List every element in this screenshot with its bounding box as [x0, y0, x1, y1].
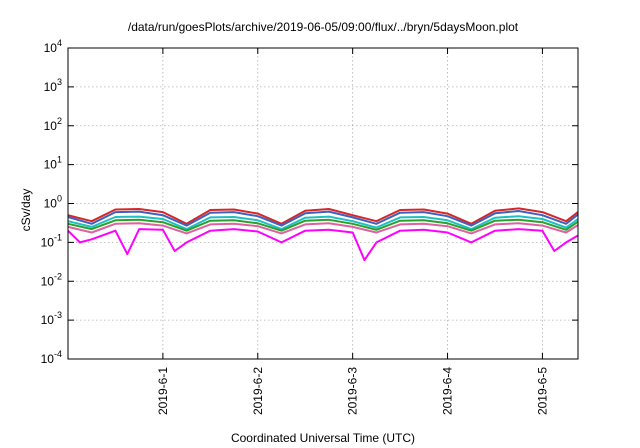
y-tick-base: 10 [41, 235, 55, 249]
grid [68, 48, 578, 359]
y-tick-exponent: -3 [54, 310, 62, 320]
series-line-4 [67, 218, 579, 232]
y-tick-base: 10 [44, 158, 58, 172]
y-tick-exponent: -2 [54, 271, 62, 281]
y-tick-base: 10 [44, 41, 58, 55]
y-tick-exponent: 1 [57, 155, 62, 165]
y-tick-label: 104 [44, 38, 62, 55]
x-tick-label: 2019-6-1 [156, 367, 170, 415]
y-tick-label: 10-1 [41, 232, 62, 249]
y-tick-label: 101 [44, 155, 62, 172]
y-tick-base: 10 [41, 352, 55, 366]
y-tick-base: 10 [44, 80, 58, 94]
series-line-6 [67, 228, 579, 262]
y-axis-label: cSv/day [19, 189, 33, 232]
x-axis-label: Coordinated Universal Time (UTC) [231, 431, 415, 445]
series-line-5 [67, 222, 579, 235]
x-tick-label: 2019-6-5 [535, 367, 549, 415]
y-tick-exponent: -1 [54, 232, 62, 242]
y-tick-base: 10 [41, 274, 55, 288]
y-tick-label: 103 [44, 77, 62, 94]
y-tick-base: 10 [44, 197, 58, 211]
plot-frame [67, 47, 579, 360]
y-tick-exponent: 2 [57, 116, 62, 126]
x-tick-label: 2019-6-3 [346, 367, 360, 415]
y-tick-exponent: 4 [57, 38, 62, 48]
y-tick-base: 10 [41, 313, 55, 327]
x-tick-label: 2019-6-4 [441, 367, 455, 415]
y-tick-label: 10-3 [41, 310, 62, 327]
y-tick-base: 10 [44, 119, 58, 133]
y-tick-exponent: 3 [57, 77, 62, 87]
y-tick-label: 102 [44, 116, 62, 133]
chart-title: /data/run/goesPlots/archive/2019-06-05/0… [128, 20, 519, 34]
y-tick-label: 10-2 [41, 271, 62, 288]
x-tick-label: 2019-6-2 [251, 367, 265, 415]
series-line-3 [67, 215, 579, 231]
y-tick-exponent: 0 [57, 194, 62, 204]
series-line-1 [67, 207, 579, 225]
series-layer [67, 207, 579, 262]
y-tick-label: 100 [44, 194, 62, 211]
y-tick-label: 10-4 [41, 349, 62, 366]
y-tick-exponent: -4 [54, 349, 62, 359]
series-line-2 [67, 210, 579, 227]
